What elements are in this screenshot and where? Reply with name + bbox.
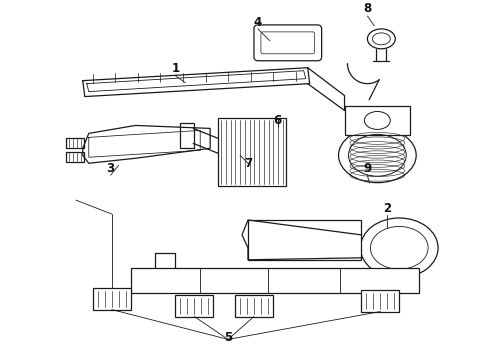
Text: 3: 3: [107, 162, 115, 175]
Ellipse shape: [365, 112, 391, 129]
Bar: [235, 294, 273, 316]
Bar: [218, 118, 286, 186]
Text: 5: 5: [224, 331, 232, 344]
Ellipse shape: [372, 33, 391, 45]
Bar: [130, 268, 419, 293]
Text: 9: 9: [363, 162, 371, 175]
Text: 1: 1: [172, 62, 179, 75]
Bar: [344, 105, 410, 135]
Text: 7: 7: [244, 157, 252, 170]
Ellipse shape: [368, 29, 395, 49]
Text: 4: 4: [254, 17, 262, 30]
Ellipse shape: [339, 128, 416, 183]
Bar: [175, 294, 213, 316]
Bar: [180, 123, 194, 148]
Text: 6: 6: [274, 114, 282, 127]
Ellipse shape: [361, 218, 438, 278]
Bar: [66, 138, 84, 148]
FancyBboxPatch shape: [261, 32, 315, 54]
Bar: [248, 220, 362, 260]
Bar: [66, 152, 84, 162]
FancyBboxPatch shape: [254, 25, 321, 61]
Bar: [362, 290, 399, 311]
Ellipse shape: [370, 226, 428, 269]
Bar: [93, 288, 130, 310]
Text: 2: 2: [383, 202, 392, 215]
Text: 8: 8: [363, 3, 371, 15]
